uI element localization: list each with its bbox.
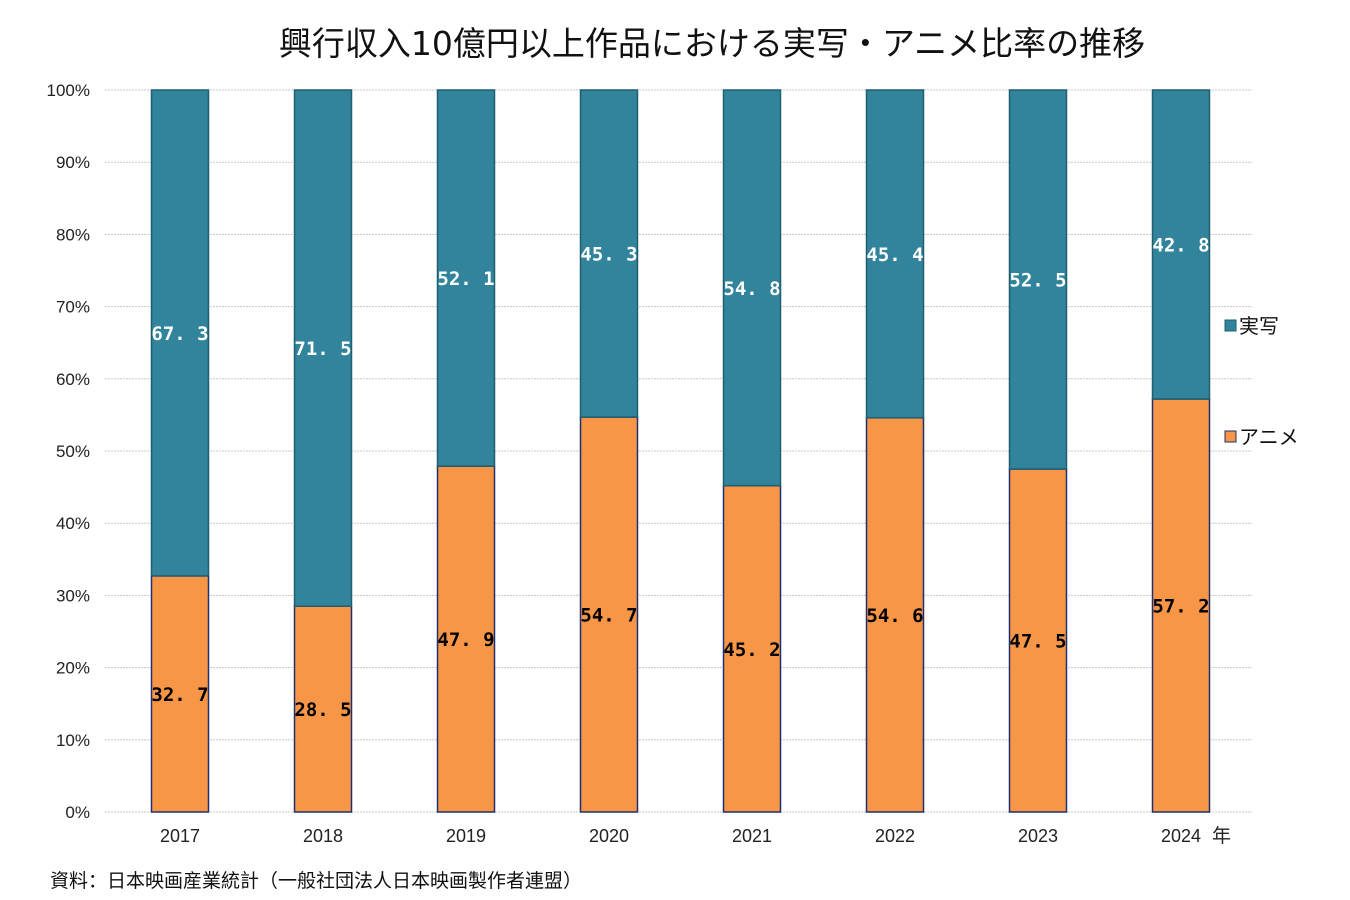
data-label: 45. 2 bbox=[723, 639, 780, 661]
bar-live-action bbox=[150, 89, 210, 577]
bars: 32. 7 67. 3 28. 5 71. 5 47. 9 52. 1 54. 7 45. 3… bbox=[150, 89, 1211, 813]
gridlines bbox=[105, 89, 1252, 813]
bar-anime bbox=[579, 416, 639, 813]
x-tick-label: 2022 bbox=[875, 826, 915, 846]
legend-label-live-action: 実写 bbox=[1239, 314, 1279, 338]
x-tick-label: 2023 bbox=[1018, 826, 1058, 846]
bar-anime bbox=[436, 465, 496, 813]
data-label: 45. 4 bbox=[866, 244, 923, 266]
x-tick-label: 2018 bbox=[303, 826, 343, 846]
data-label: 54. 8 bbox=[723, 278, 780, 300]
data-label: 45. 3 bbox=[580, 244, 637, 266]
x-tick-label: 2020 bbox=[589, 826, 629, 846]
bar-anime bbox=[1008, 468, 1068, 813]
legend-swatch-live-action bbox=[1224, 319, 1237, 332]
y-tick-label: 0% bbox=[65, 803, 90, 822]
legend-label-anime: アニメ bbox=[1239, 425, 1299, 449]
bar-anime bbox=[1151, 398, 1211, 813]
bar-live-action bbox=[722, 89, 782, 487]
x-tick-label: 2024 bbox=[1161, 826, 1201, 846]
y-tick-label: 80% bbox=[56, 225, 90, 244]
x-tick-label: 2017 bbox=[160, 826, 200, 846]
bar-live-action bbox=[1008, 89, 1068, 470]
bar-live-action bbox=[293, 89, 353, 607]
data-label: 28. 5 bbox=[294, 699, 351, 721]
data-label: 54. 7 bbox=[580, 605, 637, 627]
legend-swatch-anime bbox=[1224, 430, 1237, 443]
data-label: 54. 6 bbox=[866, 605, 923, 627]
data-label: 67. 3 bbox=[151, 323, 208, 345]
y-tick-label: 20% bbox=[56, 659, 90, 678]
y-tick-label: 100% bbox=[47, 81, 90, 100]
data-label: 47. 5 bbox=[1009, 631, 1066, 653]
chart-title: 興行収入10億円以上作品における実写・アニメ比率の推移 bbox=[279, 24, 1145, 63]
data-label: 42. 8 bbox=[1152, 235, 1209, 257]
bar-anime bbox=[293, 605, 353, 813]
y-tick-label: 40% bbox=[56, 514, 90, 533]
data-label: 52. 5 bbox=[1009, 270, 1066, 292]
x-tick-label: 2021 bbox=[732, 826, 772, 846]
y-tick-label: 50% bbox=[56, 442, 90, 461]
x-axis-ticks: 2017 2018 2019 2020 2021 2022 2023 2024 bbox=[160, 826, 1201, 846]
data-label: 32. 7 bbox=[151, 684, 208, 706]
bar-live-action bbox=[579, 89, 639, 418]
x-axis-unit: 年 bbox=[1212, 825, 1231, 847]
bar-live-action bbox=[436, 89, 496, 467]
y-axis-ticks: 0% 10% 20% 30% 40% 50% 60% 70% 80% 90% 100% bbox=[47, 81, 90, 822]
y-tick-label: 70% bbox=[56, 298, 90, 317]
legend: 実写 アニメ bbox=[1224, 314, 1299, 449]
y-tick-label: 90% bbox=[56, 153, 90, 172]
data-label: 71. 5 bbox=[294, 338, 351, 360]
bar-anime bbox=[865, 417, 925, 813]
y-tick-label: 10% bbox=[56, 731, 90, 750]
data-label: 57. 2 bbox=[1152, 596, 1209, 618]
x-tick-label: 2019 bbox=[446, 826, 486, 846]
y-tick-label: 30% bbox=[56, 586, 90, 605]
bar-live-action bbox=[865, 89, 925, 419]
bar-live-action bbox=[1151, 89, 1211, 400]
data-label: 47. 9 bbox=[437, 629, 494, 651]
y-tick-label: 60% bbox=[56, 370, 90, 389]
data-label: 52. 1 bbox=[437, 268, 494, 290]
source-note: 資料：日本映画産業統計（一般社団法人日本映画製作者連盟） bbox=[50, 870, 582, 892]
